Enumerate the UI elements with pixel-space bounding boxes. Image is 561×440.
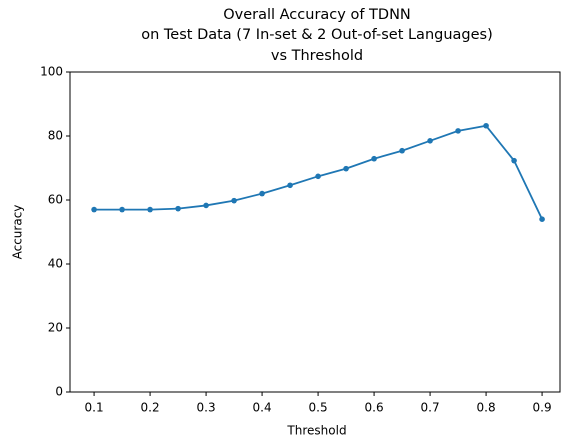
y-tick-label: 20 <box>48 321 63 335</box>
point <box>511 157 517 164</box>
chart-title: Overall Accuracy of TDNN <box>223 7 411 23</box>
point <box>175 205 181 212</box>
x-tick-label: 0.7 <box>421 401 440 415</box>
point <box>399 147 405 154</box>
x-tick-label: 0.8 <box>477 401 496 415</box>
point <box>203 202 209 209</box>
point <box>259 190 265 197</box>
point <box>483 122 489 129</box>
plot-frame <box>69 71 561 393</box>
x-tick-label: 0.9 <box>533 401 552 415</box>
x-tick-label: 0.5 <box>309 401 328 415</box>
chart-title: on Test Data (7 In-set & 2 Out-of-set La… <box>141 27 493 43</box>
point <box>231 197 237 204</box>
point <box>427 138 433 144</box>
x-axis-label: Threshold <box>286 424 346 438</box>
point <box>539 216 545 222</box>
point <box>371 155 377 162</box>
x-tick-label: 0.1 <box>85 401 104 415</box>
point <box>455 128 461 134</box>
line <box>94 124 543 220</box>
x-tick-label: 0.4 <box>253 401 272 415</box>
x-tick-label: 0.3 <box>197 401 216 415</box>
y-axis-label: Accuracy <box>11 205 25 260</box>
point <box>91 206 97 213</box>
y-tick-label: 80 <box>48 129 63 143</box>
point <box>147 206 153 213</box>
x-tick-label: 0.6 <box>365 401 384 415</box>
y-tick-label: 100 <box>40 65 63 79</box>
point <box>119 206 125 213</box>
chart-title: vs Threshold <box>271 48 363 64</box>
y-tick-label: 40 <box>48 257 63 271</box>
point <box>315 173 321 180</box>
y-tick-label: 0 <box>55 385 63 399</box>
point <box>343 165 349 172</box>
x-tick-label: 0.2 <box>141 401 160 415</box>
y-tick-label: 60 <box>48 193 63 207</box>
point <box>287 182 293 189</box>
